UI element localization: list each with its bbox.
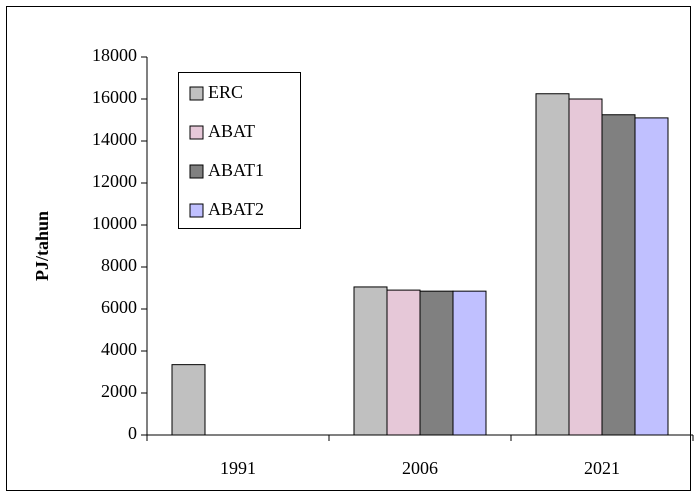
- x-tick-label: 2006: [402, 458, 438, 478]
- x-tick-label: 1991: [220, 458, 256, 478]
- bar: [535, 93, 570, 436]
- y-tick-label: 14000: [92, 129, 137, 149]
- y-tick-label: 4000: [101, 339, 137, 359]
- bar: [386, 289, 421, 436]
- y-tick-label: 0: [128, 423, 137, 443]
- legend-swatch: [189, 86, 204, 101]
- bar: [634, 117, 669, 436]
- y-tick-label: 2000: [101, 381, 137, 401]
- legend-swatch: [189, 125, 204, 140]
- legend-swatch: [189, 164, 204, 179]
- bar: [419, 290, 454, 436]
- y-tick-label: 10000: [92, 213, 137, 233]
- bar: [452, 290, 487, 436]
- x-tick-label: 2021: [584, 458, 620, 478]
- bar: [601, 114, 636, 436]
- legend-label: ABAT: [208, 121, 255, 141]
- legend-swatch: [189, 203, 204, 218]
- y-tick-label: 12000: [92, 171, 137, 191]
- y-axis-label: PJ/tahun: [32, 211, 52, 281]
- y-tick-label: 8000: [101, 255, 137, 275]
- legend-label: ERC: [208, 82, 243, 102]
- legend-label: ABAT1: [208, 160, 264, 180]
- legend-label: ABAT2: [208, 199, 264, 219]
- y-tick-label: 18000: [92, 45, 137, 65]
- bar: [568, 98, 603, 436]
- bar: [171, 364, 206, 436]
- y-tick-label: 6000: [101, 297, 137, 317]
- y-tick-label: 16000: [92, 87, 137, 107]
- bar: [353, 286, 388, 436]
